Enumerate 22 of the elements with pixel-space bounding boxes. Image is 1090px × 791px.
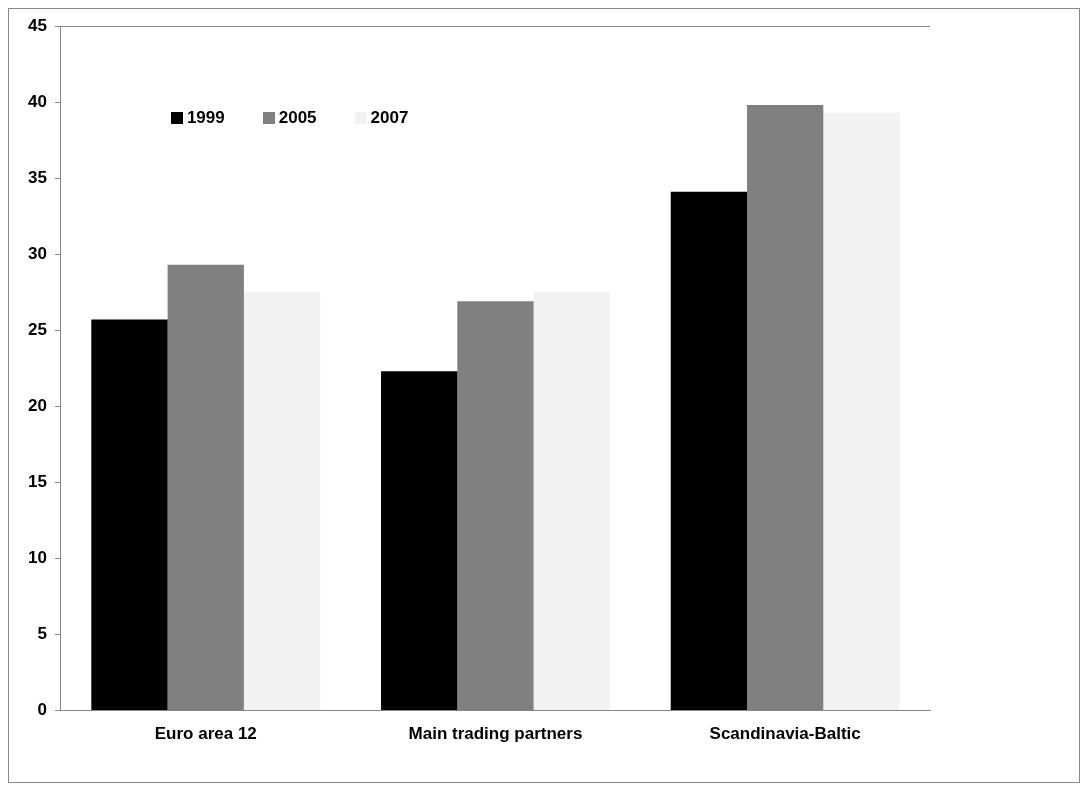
y-tick-label: 10 (27, 548, 47, 568)
bar (91, 319, 168, 711)
y-tick-label: 5 (37, 624, 47, 644)
y-tick-label: 25 (27, 319, 47, 339)
bar (823, 112, 900, 711)
x-tick-label: Main trading partners (408, 724, 583, 744)
bar (670, 191, 748, 711)
x-tick-label: Scandinavia-Baltic (709, 724, 861, 744)
x-tick-label: Euro area 12 (154, 724, 257, 744)
y-tick-label: 45 (27, 15, 47, 35)
bar (381, 371, 458, 711)
y-tick-label: 20 (27, 396, 47, 416)
y-tick-label: 0 (37, 700, 47, 720)
bar (243, 292, 321, 711)
y-tick-label: 30 (27, 243, 47, 263)
y-tick-label: 15 (27, 472, 47, 492)
legend-label: 2007 (370, 108, 409, 128)
y-tick-label: 35 (27, 167, 47, 187)
legend-label: 2005 (278, 108, 317, 128)
y-tick-label: 40 (27, 91, 47, 111)
legend-label: 1999 (186, 108, 225, 128)
bar (533, 292, 610, 711)
